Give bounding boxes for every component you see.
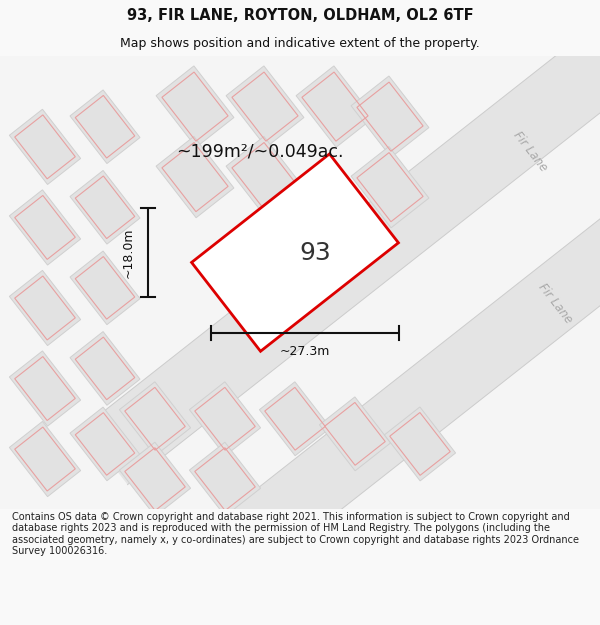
Polygon shape xyxy=(226,136,304,218)
Text: Contains OS data © Crown copyright and database right 2021. This information is : Contains OS data © Crown copyright and d… xyxy=(12,512,579,556)
Polygon shape xyxy=(10,109,80,184)
Polygon shape xyxy=(319,397,391,471)
Text: ~199m²/~0.049ac.: ~199m²/~0.049ac. xyxy=(176,143,344,161)
Polygon shape xyxy=(70,171,140,244)
Polygon shape xyxy=(156,136,234,218)
Polygon shape xyxy=(226,66,304,148)
Polygon shape xyxy=(10,190,80,265)
Text: ~18.0m: ~18.0m xyxy=(121,228,134,278)
Polygon shape xyxy=(70,251,140,324)
Polygon shape xyxy=(351,76,429,158)
Polygon shape xyxy=(10,421,80,497)
Polygon shape xyxy=(70,332,140,405)
Polygon shape xyxy=(119,442,191,516)
Text: Fir Lane: Fir Lane xyxy=(535,281,575,326)
Text: 93: 93 xyxy=(299,241,331,264)
Polygon shape xyxy=(191,154,398,351)
Text: Map shows position and indicative extent of the property.: Map shows position and indicative extent… xyxy=(120,38,480,51)
Polygon shape xyxy=(385,407,455,481)
Polygon shape xyxy=(83,0,600,484)
Polygon shape xyxy=(190,382,260,456)
Polygon shape xyxy=(351,146,429,228)
Text: Fir Lane: Fir Lane xyxy=(511,129,550,174)
Polygon shape xyxy=(156,66,234,148)
Polygon shape xyxy=(10,351,80,426)
Polygon shape xyxy=(134,28,600,625)
Polygon shape xyxy=(70,90,140,164)
Polygon shape xyxy=(119,382,191,456)
Polygon shape xyxy=(296,66,374,148)
Text: 93, FIR LANE, ROYTON, OLDHAM, OL2 6TF: 93, FIR LANE, ROYTON, OLDHAM, OL2 6TF xyxy=(127,8,473,23)
Polygon shape xyxy=(259,382,331,456)
Polygon shape xyxy=(190,442,260,516)
Polygon shape xyxy=(10,271,80,346)
Text: ~27.3m: ~27.3m xyxy=(280,345,330,358)
Polygon shape xyxy=(70,407,140,481)
